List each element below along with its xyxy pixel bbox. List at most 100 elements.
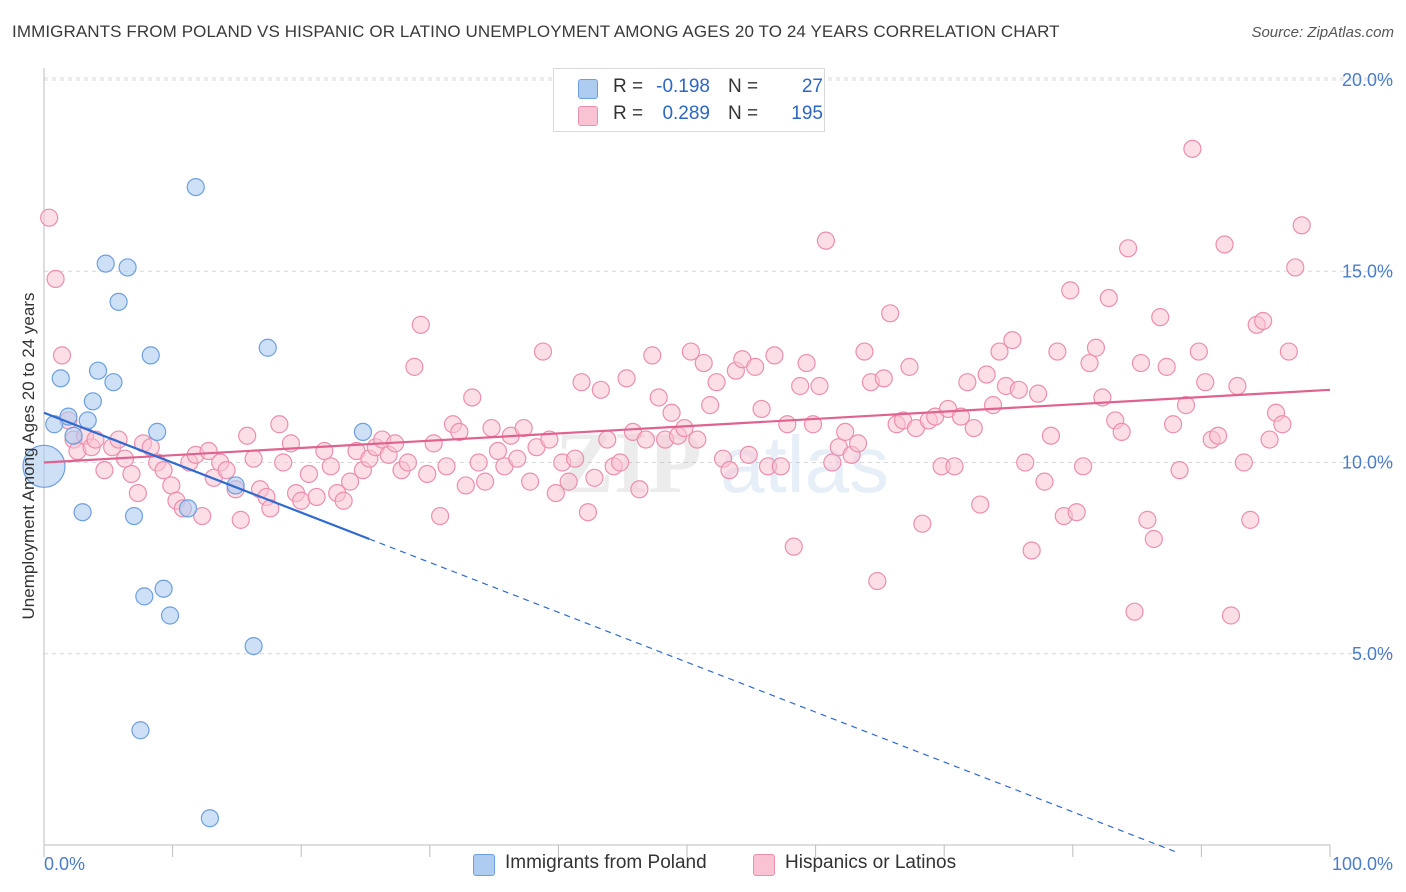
data-point-poland bbox=[104, 373, 123, 392]
data-point-poland bbox=[131, 721, 150, 740]
data-point-hispanics bbox=[482, 418, 501, 438]
data-point-hispanics bbox=[540, 430, 559, 449]
data-point-hispanics bbox=[1176, 396, 1196, 415]
data-point-hispanics bbox=[778, 415, 797, 434]
y-axis-label: Unemployment Among Ages 20 to 24 years bbox=[19, 293, 38, 620]
data-point-hispanics bbox=[46, 269, 65, 288]
data-point-poland bbox=[83, 392, 102, 411]
legend-r-value: -0.198 bbox=[656, 76, 710, 97]
data-point-hispanics bbox=[784, 537, 803, 556]
data-point-poland bbox=[88, 361, 108, 380]
data-point-hispanics bbox=[874, 369, 893, 388]
data-point-hispanics bbox=[1164, 415, 1183, 434]
data-point-hispanics bbox=[154, 461, 173, 480]
data-point-hispanics bbox=[1048, 342, 1067, 361]
legend-label-poland: Immigrants from Poland bbox=[505, 852, 707, 873]
data-point-hispanics bbox=[450, 422, 469, 441]
data-point-hispanics bbox=[1183, 139, 1202, 158]
data-point-hispanics bbox=[823, 453, 842, 472]
data-point-hispanics bbox=[578, 503, 598, 522]
data-point-hispanics bbox=[238, 426, 257, 445]
data-point-hispanics bbox=[292, 491, 311, 510]
data-point-hispanics bbox=[559, 472, 578, 491]
trend-line-poland bbox=[43, 411, 370, 541]
data-point-hispanics bbox=[1221, 606, 1241, 625]
data-point-hispanics bbox=[307, 487, 326, 507]
data-point-poland bbox=[148, 422, 167, 441]
data-point-hispanics bbox=[1286, 258, 1305, 277]
data-point-hispanics bbox=[681, 342, 700, 361]
data-point-hispanics bbox=[469, 453, 488, 472]
data-point-hispanics bbox=[810, 376, 829, 396]
data-point-hispanics bbox=[508, 449, 527, 468]
data-point-hispanics bbox=[321, 457, 340, 476]
data-point-hispanics bbox=[456, 476, 475, 495]
data-point-hispanics bbox=[836, 422, 855, 441]
data-point-poland bbox=[73, 503, 92, 522]
data-point-hispanics bbox=[630, 480, 649, 499]
data-point-hispanics bbox=[1073, 457, 1093, 476]
data-point-hispanics bbox=[199, 441, 218, 461]
data-point-hispanics bbox=[463, 388, 482, 407]
legend-r-label: R = bbox=[613, 103, 644, 124]
data-point-hispanics bbox=[162, 476, 181, 495]
data-point-hispanics bbox=[739, 445, 758, 464]
legend-n-value: 195 bbox=[791, 103, 823, 124]
data-point-poland bbox=[200, 809, 219, 828]
data-point-hispanics bbox=[299, 464, 319, 484]
data-point-hispanics bbox=[649, 388, 668, 407]
data-point-poland bbox=[109, 292, 128, 311]
data-point-poland bbox=[51, 369, 70, 388]
data-point-hispanics bbox=[701, 396, 720, 415]
legend-n-label: N = bbox=[728, 103, 759, 124]
data-point-poland bbox=[154, 579, 173, 598]
data-point-hispanics bbox=[791, 376, 810, 396]
data-point-hispanics bbox=[1131, 353, 1151, 373]
data-point-hispanics bbox=[411, 315, 430, 334]
data-point-hispanics bbox=[964, 418, 983, 438]
data-point-hispanics bbox=[1016, 453, 1035, 472]
data-point-hispanics bbox=[752, 399, 771, 419]
data-point-hispanics bbox=[816, 231, 835, 250]
data-point-poland bbox=[141, 346, 160, 365]
data-point-poland bbox=[244, 636, 263, 656]
legend-n-value: 27 bbox=[801, 76, 823, 97]
data-point-hispanics bbox=[546, 484, 565, 503]
data-point-hispanics bbox=[720, 461, 739, 480]
data-point-hispanics bbox=[1260, 430, 1279, 449]
legend-swatch-hispanics bbox=[578, 106, 598, 126]
data-point-hispanics bbox=[1144, 529, 1163, 549]
legend-r-label: R = bbox=[613, 76, 644, 97]
data-point-poland bbox=[186, 178, 205, 197]
data-point-hispanics bbox=[1080, 353, 1099, 373]
data-point-hispanics bbox=[900, 357, 919, 376]
data-point-hispanics bbox=[1022, 541, 1041, 560]
data-point-hispanics bbox=[1215, 235, 1234, 254]
grid-lines bbox=[44, 77, 1394, 655]
watermark-atlas: atlas bbox=[720, 420, 889, 509]
data-point-hispanics bbox=[855, 342, 874, 361]
legend-n-label: N = bbox=[728, 76, 759, 97]
y-tick-label: 20.0% bbox=[1342, 70, 1393, 90]
data-point-hispanics bbox=[488, 441, 508, 461]
data-point-poland bbox=[178, 499, 198, 518]
data-point-hispanics bbox=[977, 365, 996, 384]
data-point-hispanics bbox=[1151, 308, 1170, 327]
x-tick-label: 0.0% bbox=[44, 854, 85, 874]
data-point-poland bbox=[124, 506, 144, 526]
x-tick-label: 100.0% bbox=[1332, 854, 1393, 874]
data-point-hispanics bbox=[122, 464, 141, 484]
source-credit[interactable]: Source: ZipAtlas.com bbox=[1251, 24, 1394, 41]
tick-labels: 20.0% 15.0% 10.0% 5.0% 0.0% 100.0% bbox=[44, 70, 1393, 874]
data-point-hispanics bbox=[1138, 510, 1157, 529]
data-point-hispanics bbox=[694, 353, 713, 373]
data-point-hispanics bbox=[244, 449, 263, 468]
data-point-hispanics bbox=[193, 506, 212, 526]
data-point-hispanics bbox=[1254, 311, 1273, 331]
data-point-hispanics bbox=[1228, 376, 1247, 396]
data-point-hispanics bbox=[983, 396, 1003, 415]
data-point-hispanics bbox=[340, 472, 360, 491]
data-point-hispanics bbox=[437, 457, 456, 476]
data-point-hispanics bbox=[430, 506, 450, 526]
data-point-hispanics bbox=[514, 418, 533, 438]
